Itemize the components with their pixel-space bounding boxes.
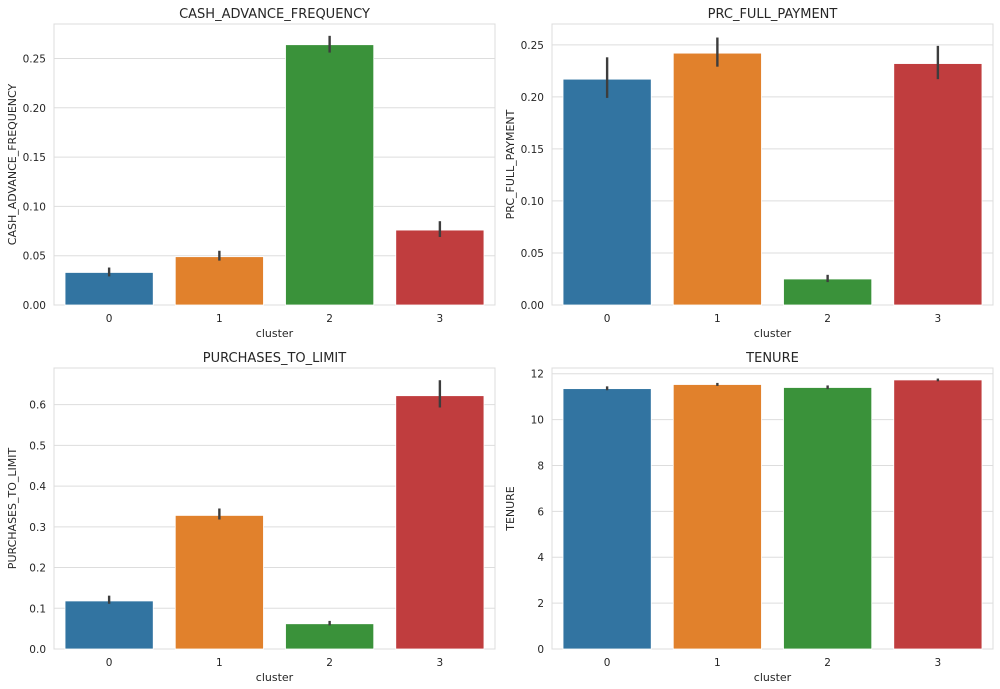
x-tick-label: 2 bbox=[326, 657, 333, 669]
subplot-grid: 0.000.050.100.150.200.250 1 2 3CASH_ADVANCE… bbox=[6, 7, 994, 684]
y-tick-label: 0.25 bbox=[23, 54, 46, 66]
y-tick-label: 0.2 bbox=[29, 563, 46, 575]
chart-title: PRC_FULL_PAYMENT bbox=[708, 7, 838, 22]
y-tick-label: 0.10 bbox=[23, 201, 46, 213]
bar-cluster-2 bbox=[285, 44, 375, 306]
y-tick-label: 0.15 bbox=[23, 152, 46, 164]
x-tick-label: 2 bbox=[824, 313, 831, 325]
x-axis-label: cluster bbox=[754, 671, 792, 684]
y-tick-label: 0.20 bbox=[23, 103, 46, 115]
bar-cluster-3 bbox=[893, 63, 983, 306]
subplot-purchases-to-limit: 0.0 0.1 0.2 0.3 0.4 0.5 0.6 0 1 2 3 PURCHASES_TO_LI… bbox=[6, 351, 496, 684]
y-tick-label: 0.0 bbox=[29, 644, 46, 656]
y-tick-label: 2 bbox=[537, 598, 544, 610]
x-axis-label: cluster bbox=[256, 327, 294, 340]
bar-cluster-3 bbox=[395, 229, 485, 306]
x-axis-label: cluster bbox=[256, 671, 294, 684]
x-tick-label: 1 bbox=[714, 313, 721, 325]
y-tick-label: 4 bbox=[537, 552, 544, 564]
y-tick-label: 0.1 bbox=[29, 603, 46, 615]
x-tick-label: 2 bbox=[824, 657, 831, 669]
y-axis-label: CASH_ADVANCE_FREQUENCY bbox=[6, 83, 19, 245]
bar-cluster-3 bbox=[893, 379, 983, 650]
subplot-cash-advance-frequency: 0.00 0.05 0.10 0.15 0.20 0.25 0 1 2 3 CASH_ADVANCE… bbox=[6, 7, 496, 340]
y-tick-label: 12 bbox=[531, 369, 544, 381]
y-tick-label: 0 bbox=[537, 644, 544, 656]
y-tick-label: 0.25 bbox=[521, 40, 544, 52]
bar-cluster-2 bbox=[783, 387, 873, 650]
y-tick-label: 6 bbox=[537, 506, 544, 518]
bar-cluster-1 bbox=[672, 52, 762, 306]
bar-cluster-0 bbox=[562, 388, 652, 650]
y-tick-label: 0.5 bbox=[29, 440, 46, 452]
y-tick-label: 0.4 bbox=[29, 481, 46, 493]
y-tick-label: 0.3 bbox=[29, 522, 46, 534]
bar-cluster-0 bbox=[64, 272, 154, 306]
y-axis-label: PURCHASES_TO_LIMIT bbox=[6, 448, 19, 570]
bar-cluster-1 bbox=[672, 384, 762, 650]
y-tick-label: 0.10 bbox=[521, 196, 544, 208]
bar-cluster-0 bbox=[562, 78, 652, 306]
x-axis-label: cluster bbox=[754, 327, 792, 340]
y-tick-label: 10 bbox=[531, 415, 544, 427]
bar-cluster-2 bbox=[783, 278, 873, 306]
y-tick-label: 0.00 bbox=[521, 300, 544, 312]
x-tick-label: 0 bbox=[604, 657, 611, 669]
y-tick-label: 8 bbox=[537, 460, 544, 472]
y-tick-label: 0.05 bbox=[23, 251, 46, 263]
x-tick-label: 0 bbox=[106, 657, 113, 669]
x-tick-label: 3 bbox=[437, 313, 444, 325]
x-tick-label: 3 bbox=[935, 313, 942, 325]
x-tick-label: 3 bbox=[437, 657, 444, 669]
y-tick-label: 0.6 bbox=[29, 400, 46, 412]
y-tick-label: 0.20 bbox=[521, 92, 544, 104]
chart-title: CASH_ADVANCE_FREQUENCY bbox=[179, 7, 370, 22]
chart-title: PURCHASES_TO_LIMIT bbox=[203, 351, 347, 366]
x-tick-label: 0 bbox=[106, 313, 113, 325]
y-tick-label: 0.05 bbox=[521, 248, 544, 260]
x-tick-label: 1 bbox=[216, 657, 223, 669]
bar-cluster-0 bbox=[64, 600, 154, 650]
bar-cluster-2 bbox=[285, 623, 375, 650]
x-tick-label: 2 bbox=[326, 313, 333, 325]
x-tick-label: 0 bbox=[604, 313, 611, 325]
x-tick-label: 1 bbox=[714, 657, 721, 669]
y-axis-label: PRC_FULL_PAYMENT bbox=[504, 109, 517, 219]
bar-cluster-3 bbox=[395, 395, 485, 650]
x-tick-label: 1 bbox=[216, 313, 223, 325]
y-axis-label: TENURE bbox=[504, 486, 517, 532]
y-tick-label: 0.00 bbox=[23, 300, 46, 312]
subplot-prc-full-payment: 0.00 0.05 0.10 0.15 0.20 0.25 0 1 2 3 PRC_FULL_PAY… bbox=[504, 7, 994, 340]
y-tick-label: 0.15 bbox=[521, 144, 544, 156]
bar-cluster-1 bbox=[174, 515, 264, 650]
chart-title: TENURE bbox=[745, 351, 799, 366]
x-tick-label: 3 bbox=[935, 657, 942, 669]
bar-cluster-1 bbox=[174, 256, 264, 306]
